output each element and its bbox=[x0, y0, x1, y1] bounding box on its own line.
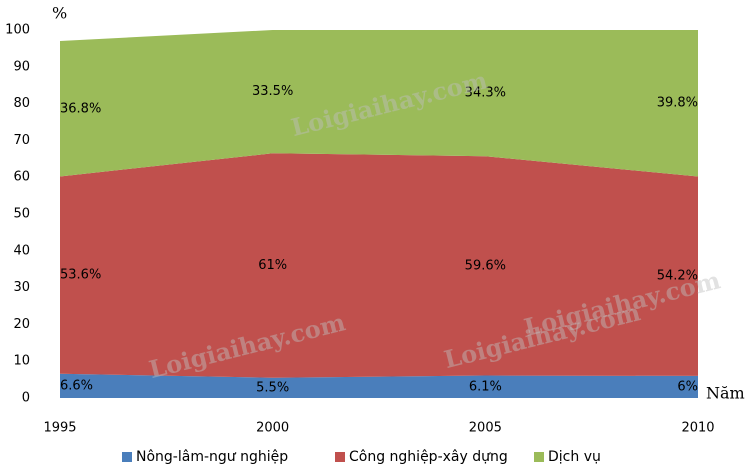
legend-text: Nông-lâm-ngư nghiệp bbox=[136, 449, 288, 465]
x-tick-label: 2010 bbox=[681, 421, 714, 436]
y-tick-label: 100 bbox=[5, 23, 30, 38]
legend-text: Công nghiệp-xây dựng bbox=[349, 449, 508, 465]
area bbox=[60, 153, 698, 378]
value-label: 53.6% bbox=[60, 268, 101, 283]
value-label: 61% bbox=[258, 258, 287, 273]
value-label: 6.1% bbox=[469, 379, 502, 394]
legend-swatch bbox=[335, 452, 345, 462]
x-tick-label: 2000 bbox=[256, 421, 289, 436]
value-label: 34.3% bbox=[465, 86, 506, 101]
value-label: 33.5% bbox=[252, 84, 293, 99]
x-axis-title: Năm bbox=[706, 384, 745, 403]
area bbox=[60, 373, 698, 398]
area bbox=[60, 30, 698, 177]
value-label: 5.5% bbox=[256, 380, 289, 395]
value-label: 6.6% bbox=[60, 378, 93, 393]
legend-text: Dịch vụ bbox=[548, 449, 601, 465]
y-tick-label: 40 bbox=[13, 243, 30, 258]
x-tick-label: 2005 bbox=[469, 421, 502, 436]
y-tick-label: 20 bbox=[13, 317, 30, 332]
legend-swatch bbox=[534, 452, 544, 462]
y-tick-label: 90 bbox=[13, 59, 30, 74]
y-tick-label: 50 bbox=[13, 207, 30, 222]
value-label: 59.6% bbox=[465, 258, 506, 273]
x-tick-label: 1995 bbox=[43, 421, 76, 436]
legend-swatch bbox=[122, 452, 132, 462]
value-label: 36.8% bbox=[60, 101, 101, 116]
value-label: 54.2% bbox=[657, 269, 698, 284]
y-tick-label: 70 bbox=[13, 133, 30, 148]
value-label: 39.8% bbox=[657, 96, 698, 111]
y-axis-title: % bbox=[52, 4, 67, 23]
y-tick-label: 80 bbox=[13, 96, 30, 111]
value-label: 6% bbox=[677, 379, 698, 394]
y-tick-label: 30 bbox=[13, 280, 30, 295]
y-tick-label: 0 bbox=[22, 391, 30, 406]
y-tick-label: 10 bbox=[13, 354, 30, 369]
y-tick-label: 60 bbox=[13, 170, 30, 185]
